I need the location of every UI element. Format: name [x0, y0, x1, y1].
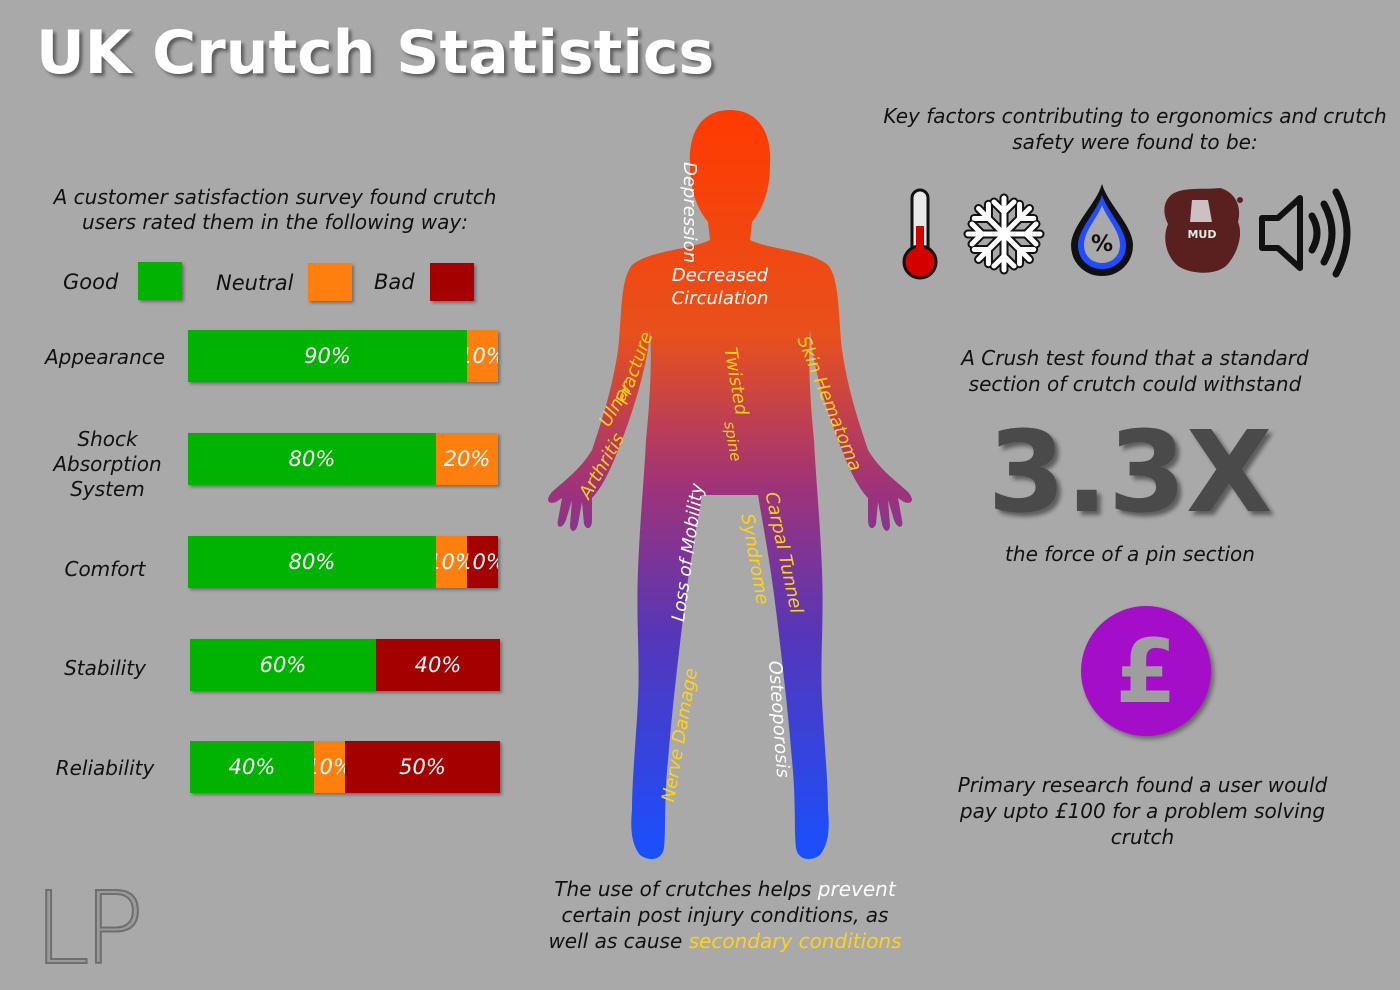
category-label-line: System	[70, 477, 145, 501]
bar-value-label: 90%	[304, 344, 351, 368]
bar-segment-good: 90%	[188, 330, 467, 382]
caption-prevent: prevent	[817, 877, 896, 901]
price-line1: Primary research found a user would	[957, 773, 1328, 797]
bar-stability: 60% 40%	[190, 639, 500, 691]
condition-circulation: Circulation	[671, 288, 769, 309]
bar-value-label: 40%	[414, 653, 462, 677]
bar-segment-neutral: 20%	[436, 433, 498, 485]
caption-part3: well as cause	[548, 929, 689, 953]
price-line2: pay upto £100 for a problem solving	[959, 799, 1326, 823]
crush-line2: section of crutch could withstand	[968, 372, 1302, 396]
factors-line1: Key factors contributing to ergonomics a…	[883, 104, 1387, 128]
legend-label-neutral: Neutral	[216, 271, 294, 295]
condition-decreased: Decreased	[671, 265, 769, 286]
body-caption: The use of crutches helps prevent certai…	[520, 876, 930, 954]
category-label-line: Shock	[77, 427, 138, 451]
bar-segment-good: 40%	[190, 741, 314, 793]
bar-value-label: 20%	[443, 447, 491, 471]
price-text: Primary research found a user would pay …	[940, 772, 1345, 850]
crush-intro: A Crush test found that a standard secti…	[940, 345, 1330, 397]
bar-segment-good: 80%	[188, 433, 436, 485]
caption-part2: certain post injury conditions, as	[561, 903, 889, 927]
humidity-drop-icon	[1070, 183, 1134, 277]
bar-appearance: 90% 10%	[188, 330, 498, 382]
category-label-comfort: Comfort	[64, 557, 146, 581]
mud-icon	[1164, 188, 1243, 273]
bar-segment-neutral: 10%	[436, 536, 467, 588]
humidity-percent-symbol: %	[1090, 232, 1114, 257]
legend-label-bad: Bad	[374, 270, 415, 294]
bar-value-label: 80%	[288, 550, 336, 574]
caption-secondary: secondary conditions	[688, 929, 902, 953]
bar-value-label: 10%	[467, 344, 498, 368]
bar-segment-bad: 50%	[345, 741, 500, 793]
bar-shock-absorption-system: 80% 20%	[188, 433, 498, 485]
bar-reliability: 40% 10% 50%	[190, 741, 500, 793]
bar-value-label: 50%	[399, 755, 446, 779]
bar-segment-neutral: 10%	[314, 741, 345, 793]
legend-label-good: Good	[63, 270, 119, 294]
lp-logo: LP	[33, 869, 145, 988]
survey-intro-line2: users rated them in the following way:	[82, 210, 468, 234]
bar-segment-bad: 10%	[467, 536, 498, 588]
category-label-shock-absorption: Shock Absorption System	[30, 427, 185, 502]
legend-swatch-good	[138, 262, 182, 300]
bar-comfort: 80% 10%10%	[188, 536, 498, 588]
mud-label: MUD	[1187, 228, 1217, 241]
survey-intro-line1: A customer satisfaction survey found cru…	[53, 185, 497, 209]
category-label-appearance: Appearance	[44, 345, 166, 369]
caption-part1: The use of crutches helps	[554, 877, 818, 901]
bar-value-label: 10%	[436, 550, 467, 574]
legend-swatch-bad	[430, 263, 474, 301]
crush-value: 3.3X	[987, 408, 1273, 538]
bar-segment-good: 80%	[188, 536, 436, 588]
page-title: UK Crutch Statistics	[36, 18, 715, 88]
speaker-icon	[1259, 188, 1351, 278]
crush-line1: A Crush test found that a standard	[961, 346, 1309, 370]
bar-segment-bad: 40%	[376, 639, 500, 691]
crush-line3: the force of a pin section	[1005, 542, 1255, 566]
pound-icon: £	[1081, 606, 1211, 736]
thermometer-icon	[902, 188, 938, 280]
category-label-line: Absorption	[53, 452, 162, 476]
bar-value-label: 60%	[259, 653, 307, 677]
bar-segment-neutral: 10%	[467, 330, 498, 382]
category-label-reliability: Reliability	[55, 756, 155, 780]
bar-segment-good: 60%	[190, 639, 376, 691]
factors-intro: Key factors contributing to ergonomics a…	[850, 103, 1400, 155]
price-line3: crutch	[1110, 825, 1175, 849]
bar-value-label: 80%	[288, 447, 336, 471]
survey-intro: A customer satisfaction survey found cru…	[40, 185, 510, 235]
bar-value-label: 10%	[314, 755, 345, 779]
bar-value-label: 10%	[467, 550, 498, 574]
category-label-stability: Stability	[64, 656, 146, 680]
human-body-figure	[548, 110, 912, 860]
legend-swatch-neutral	[308, 263, 352, 301]
condition-depression: Depression	[679, 162, 700, 264]
bar-value-label: 40%	[228, 755, 276, 779]
factors-line2: safety were found to be:	[1012, 130, 1258, 154]
snowflake-icon	[962, 193, 1046, 276]
